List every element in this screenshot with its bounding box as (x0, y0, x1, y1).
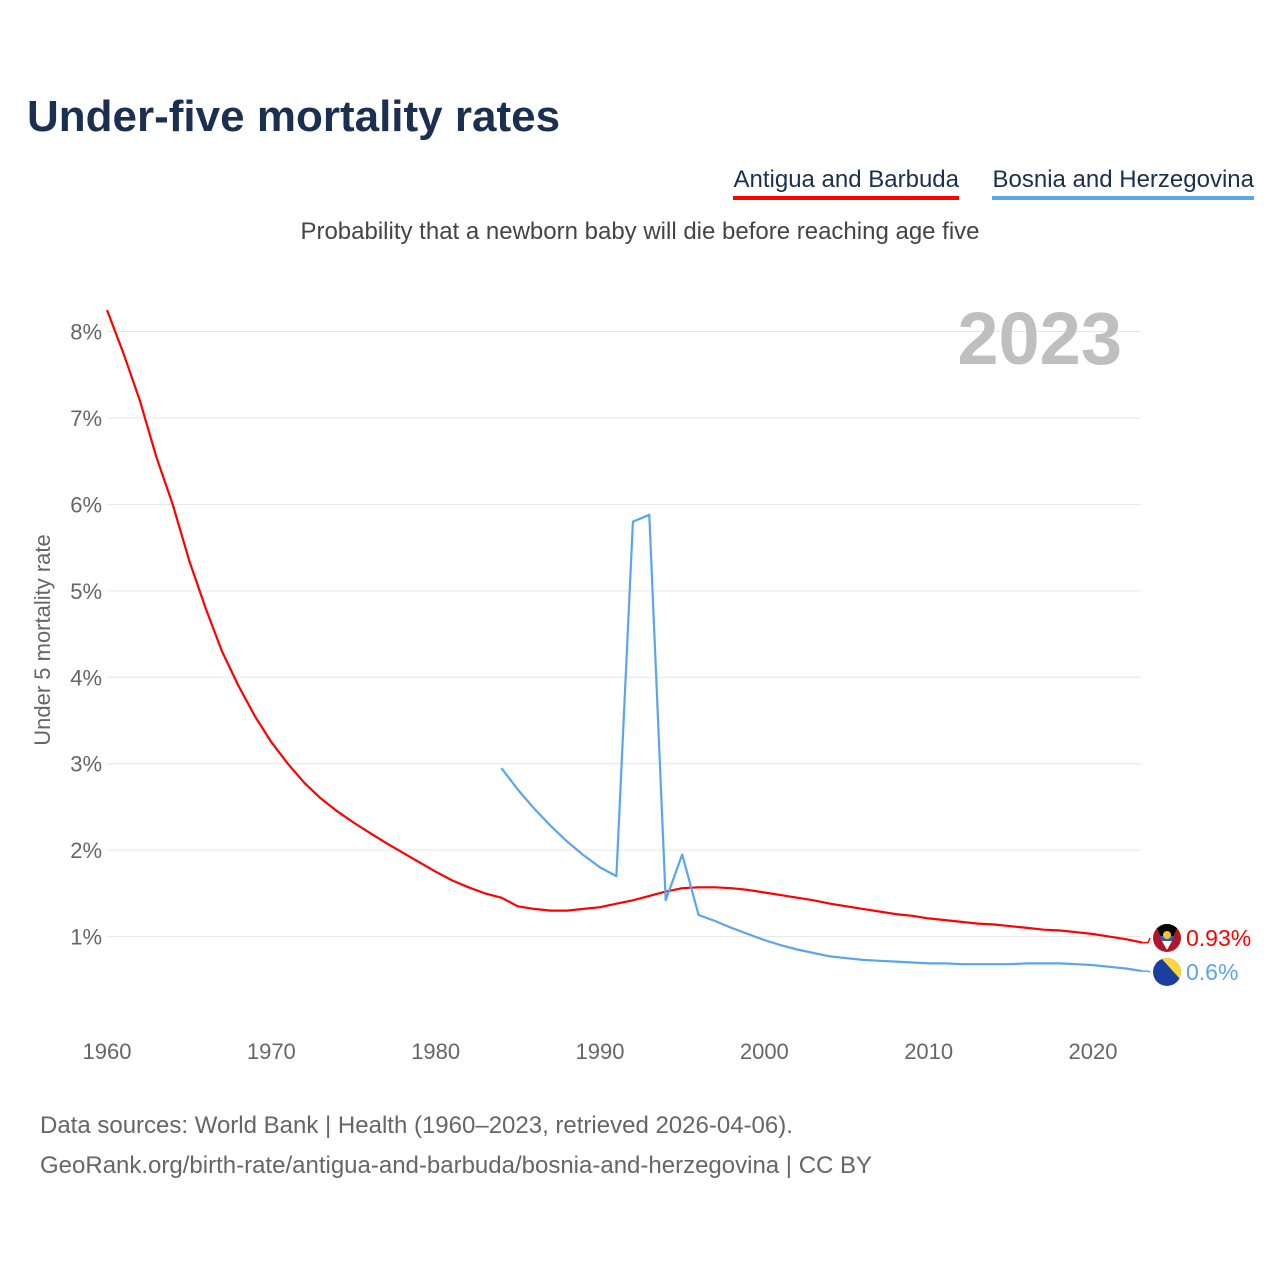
chart-title: Under-five mortality rates (27, 92, 561, 141)
y-tick-label: 2% (70, 838, 102, 863)
x-tick-label: 1960 (83, 1039, 132, 1064)
y-tick-label: 6% (70, 492, 102, 517)
y-tick-label: 4% (70, 665, 102, 690)
footer: Data sources: World Bank | Health (1960–… (40, 1106, 872, 1186)
y-tick-label: 1% (70, 925, 102, 950)
x-tick-label: 2010 (904, 1039, 953, 1064)
leader-line (1142, 937, 1151, 944)
end-value-label: 0.6% (1186, 959, 1238, 985)
y-tick-label: 8% (70, 320, 102, 345)
x-tick-label: 2020 (1069, 1039, 1118, 1064)
series-line-bosnia (500, 513, 1143, 973)
data-sources: Data sources: World Bank | Health (1960–… (40, 1112, 793, 1139)
legend-bosnia-and-herzegovina[interactable]: Bosnia and Herzegovina (992, 166, 1254, 200)
end-value-label: 0.93% (1186, 925, 1251, 951)
x-tick-label: 1990 (576, 1039, 625, 1064)
x-tick-label: 1980 (411, 1039, 460, 1064)
y-tick-label: 3% (70, 752, 102, 777)
bosnia-flag-icon (1153, 958, 1181, 986)
x-tick-label: 1970 (247, 1039, 296, 1064)
series-line-antigua (105, 309, 1143, 944)
year-label: 2023 (957, 297, 1122, 380)
y-axis-label: Under 5 mortality rate (30, 534, 55, 746)
y-tick-label: 5% (70, 579, 102, 604)
y-tick-label: 7% (70, 406, 102, 431)
leader-line (1142, 970, 1151, 973)
antigua-flag-icon (1153, 924, 1181, 952)
x-tick-label: 2000 (740, 1039, 789, 1064)
source-link[interactable]: GeoRank.org/birth-rate/antigua-and-barbu… (40, 1152, 873, 1179)
legend-antigua-and-barbuda[interactable]: Antigua and Barbuda (733, 166, 959, 200)
chart-subtitle: Probability that a newborn baby will die… (300, 218, 980, 245)
